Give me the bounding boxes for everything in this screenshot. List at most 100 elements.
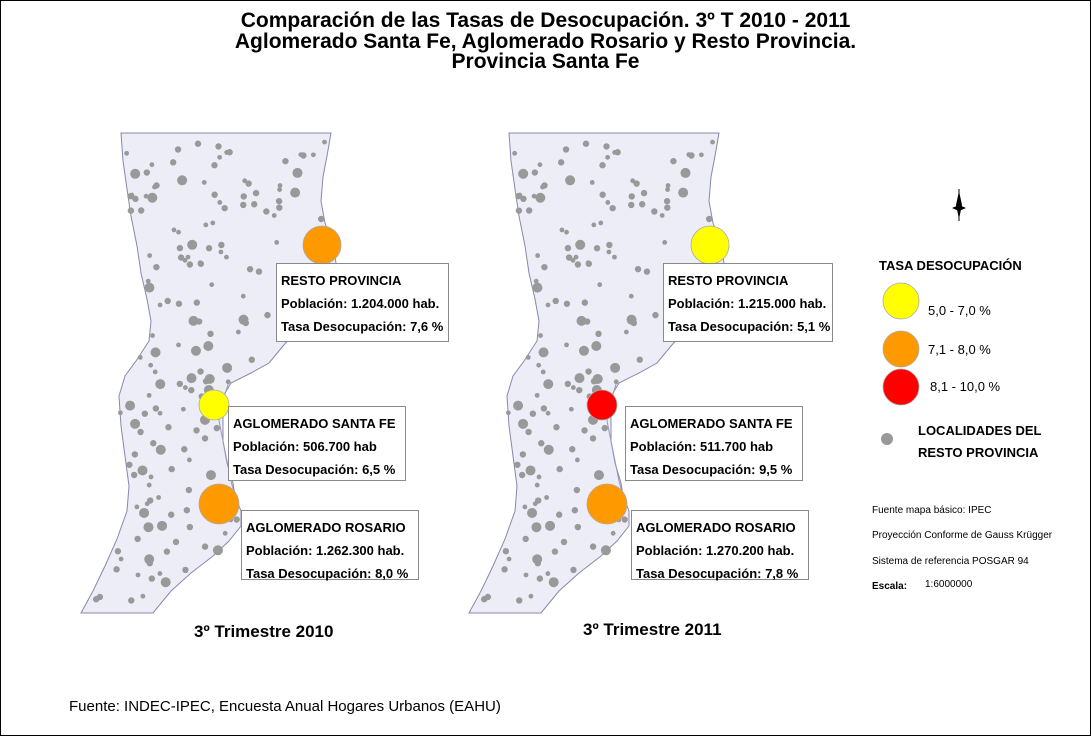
locality-dot [252, 189, 260, 197]
locality-dot [264, 311, 271, 319]
locality-dot [217, 154, 223, 160]
locality-dot [545, 302, 551, 308]
locality-dot [130, 168, 141, 179]
locality-dot [145, 278, 151, 284]
locality-dot [203, 340, 214, 351]
locality-dot [628, 201, 635, 209]
locality-dot [501, 566, 508, 573]
locality-dot [137, 207, 145, 214]
map-caption-2010: 3º Trimestre 2010 [194, 622, 334, 641]
locality-dot [132, 195, 139, 203]
locality-dot [517, 192, 523, 198]
locality-dot [204, 373, 215, 384]
region-name: RESTO PROVINCIA [281, 273, 402, 288]
legend-localidades-line-2: RESTO PROVINCIA [918, 445, 1039, 460]
map-caption-2011: 3º Trimestre 2011 [583, 620, 722, 639]
locality-dot [536, 575, 544, 582]
locality-dot [576, 315, 587, 326]
locality-dot [317, 215, 325, 223]
locality-dot [181, 446, 188, 453]
locality-dot [134, 535, 141, 543]
locality-dot [519, 451, 527, 458]
locality-dot [322, 139, 327, 145]
locality-dot [169, 159, 177, 166]
locality-dot [543, 379, 554, 390]
locality-dot [193, 427, 200, 434]
locality-dot [187, 239, 198, 250]
locality-dot [581, 299, 589, 306]
locality-dot [570, 385, 576, 390]
locality-dot [593, 470, 604, 481]
locality-dot [659, 213, 665, 218]
locality-dot [628, 193, 635, 200]
locality-dot [636, 356, 643, 363]
locality-dot [606, 241, 613, 249]
locality-dot [589, 543, 597, 550]
rate-circle [586, 483, 628, 525]
locality-dot [680, 167, 691, 178]
locality-dot [186, 523, 194, 531]
locality-dot [186, 373, 197, 384]
locality-dot [534, 482, 540, 488]
locality-dot [651, 208, 658, 215]
locality-dot [290, 187, 301, 198]
locality-dot [143, 169, 151, 176]
locality-dot [150, 440, 157, 447]
locality-dot [205, 245, 213, 252]
locality-dot [512, 150, 518, 156]
locality-dot [571, 507, 579, 514]
region-unemployment-rate: Tasa Desocupación: 7,6 % [281, 319, 444, 334]
locality-dot [205, 470, 216, 481]
locality-dot [589, 179, 595, 185]
locality-dot [152, 405, 160, 412]
locality-dot [551, 548, 559, 555]
locality-dot [578, 345, 589, 356]
legend-class-label-2: 7,1 - 8,0 % [928, 342, 991, 357]
locality-dot [516, 597, 523, 604]
locality-dot [531, 169, 539, 176]
locality-dot [560, 538, 568, 546]
locality-dot [222, 362, 233, 373]
legend-class-symbol [882, 282, 920, 320]
locality-dot [240, 201, 247, 209]
locality-dot [574, 373, 585, 384]
legend-symbols [881, 282, 920, 445]
meta-escala-label: Escala: [872, 581, 908, 592]
locality-dot [591, 222, 597, 228]
locality-dot [600, 545, 611, 556]
locality-dot [613, 379, 619, 385]
locality-dot [193, 299, 201, 306]
locality-dot [545, 520, 556, 531]
locality-dot [537, 162, 543, 168]
region-unemployment-rate: Tasa Desocupación: 5,1 % [668, 319, 831, 334]
locality-dot [153, 182, 160, 189]
locality-dot [194, 140, 202, 147]
locality-dot [218, 241, 225, 249]
locality-dot [248, 356, 255, 363]
locality-dot [147, 192, 158, 203]
locality-dot [298, 152, 304, 158]
locality-dot [175, 300, 183, 307]
locality-dot [137, 428, 144, 436]
locality-dot [240, 293, 246, 299]
locality-dot [126, 461, 133, 468]
locality-dot [130, 418, 141, 429]
locality-dot [188, 315, 199, 326]
locality-dot [525, 354, 531, 360]
locality-dot [630, 319, 638, 327]
locality-dot [167, 511, 175, 518]
locality-dot [518, 168, 529, 179]
locality-dot [180, 406, 186, 412]
locality-dot [209, 282, 215, 288]
locality-dot [137, 465, 148, 476]
map-title-line-1: Comparación de las Tasas de Desocupación… [240, 9, 851, 32]
locality-dot [157, 302, 163, 308]
locality-dot [190, 345, 201, 356]
locality-dot [606, 249, 612, 255]
locality-dot [565, 254, 573, 261]
locality-dot [310, 152, 316, 158]
locality-dot [543, 444, 554, 455]
locality-dot [678, 187, 689, 198]
meta-fuente-mapa: Fuente mapa básico: IPEC [872, 505, 992, 516]
